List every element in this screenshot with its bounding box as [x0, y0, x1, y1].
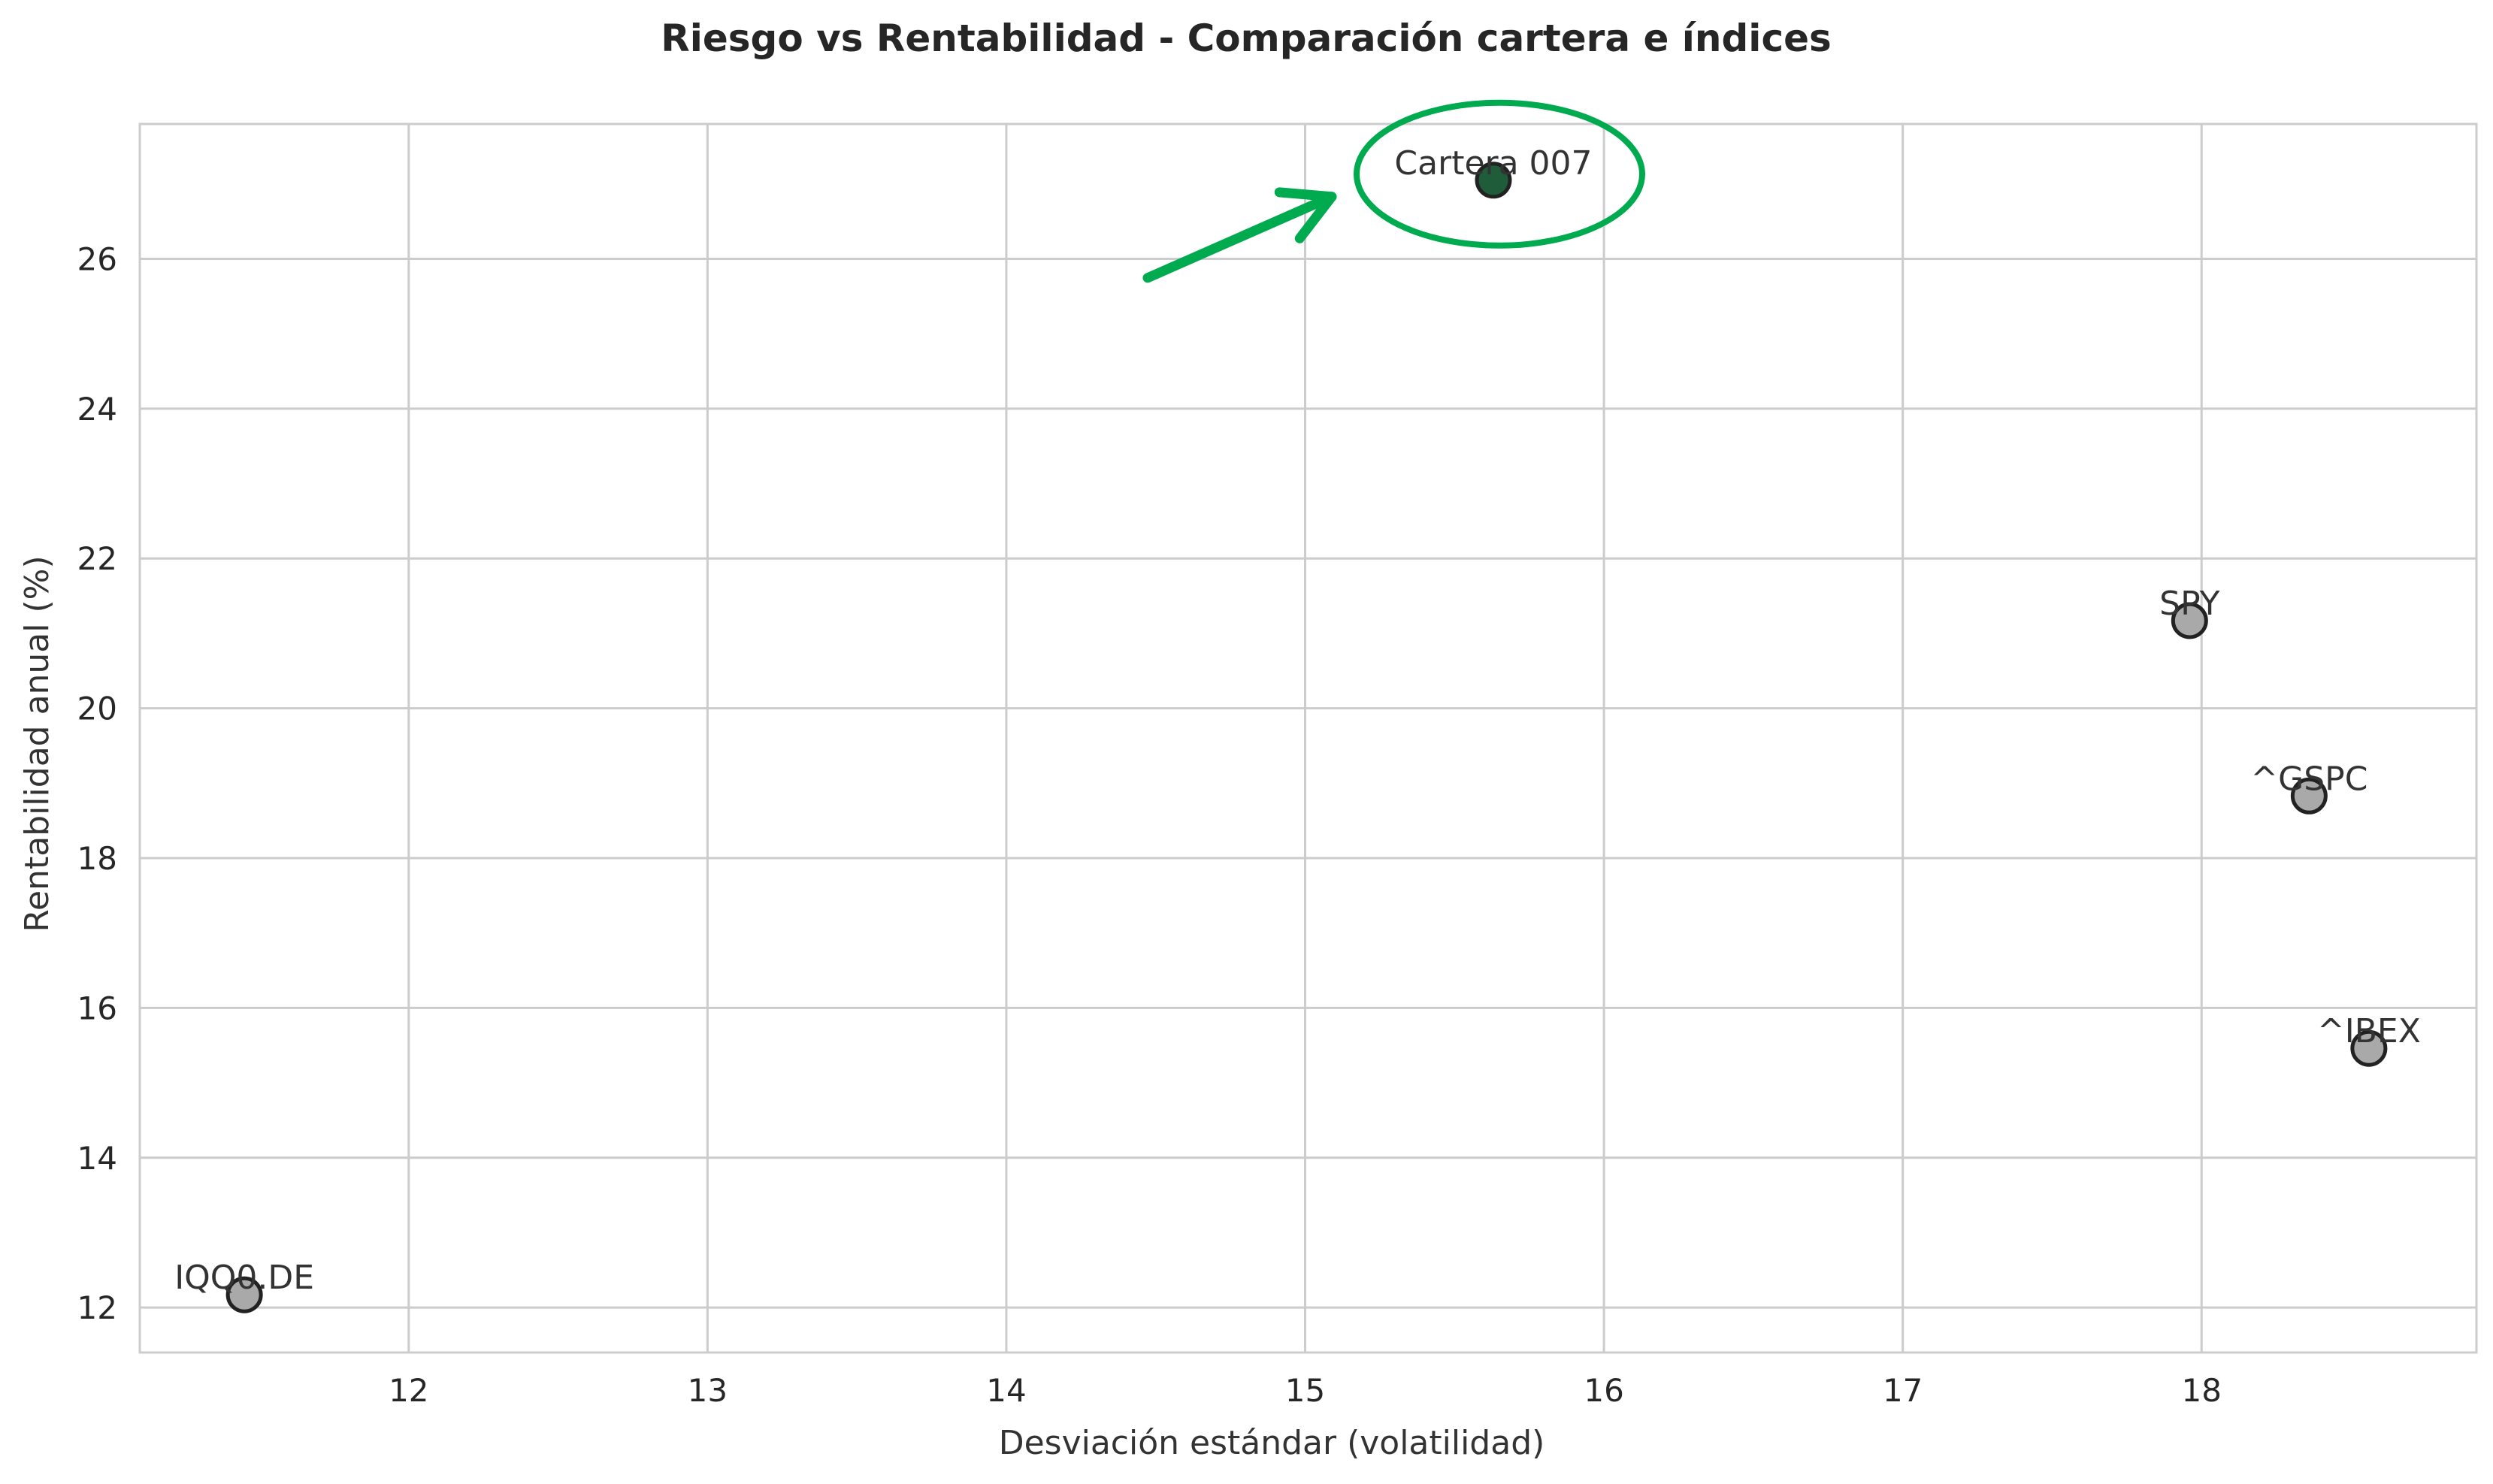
y-tick-label: 12: [77, 1289, 117, 1326]
point-label: IQQ0.DE: [174, 1259, 314, 1297]
y-tick-label: 24: [77, 391, 117, 428]
point-label: ^GSPC: [2250, 760, 2367, 798]
x-tick-label: 17: [1883, 1372, 1923, 1409]
point-label: SPY: [2159, 585, 2219, 623]
y-tick-label: 16: [77, 990, 117, 1026]
x-tick-label: 16: [1584, 1372, 1623, 1409]
point-label: Cartera 007: [1394, 144, 1592, 183]
x-tick-label: 14: [986, 1372, 1026, 1409]
y-tick-label: 18: [77, 840, 117, 877]
y-axis-ticks: 12 14 16 18 20 22 24 26: [77, 240, 117, 1326]
data-points: Cartera 007 SPY ^GSPC ^IBEX IQQ0.DE: [174, 144, 2421, 1313]
chart-title: Riesgo vs Rentabilidad - Comparación car…: [661, 17, 1832, 60]
y-tick-label: 22: [77, 540, 117, 577]
point-label: ^IBEX: [2317, 1012, 2421, 1050]
highlight-ellipse: [1353, 99, 1645, 249]
arrow-shaft: [1142, 192, 1337, 283]
x-tick-label: 18: [2182, 1372, 2222, 1409]
plot-frame: [138, 122, 2478, 1354]
x-axis-label: Desviación estándar (volatilidad): [999, 1424, 1545, 1462]
data-point: [1475, 162, 1512, 199]
data-point: [2290, 777, 2328, 815]
y-tick-label: 26: [77, 240, 117, 277]
data-point: [2171, 602, 2208, 639]
x-tick-label: 13: [688, 1372, 728, 1409]
y-tick-label: 20: [77, 691, 117, 727]
y-tick-label: 14: [77, 1140, 117, 1177]
x-axis-ticks: 12 13 14 15 16 17 18: [389, 1372, 2222, 1409]
highlight-annotation: [1142, 99, 1645, 283]
x-tick-label: 15: [1285, 1372, 1325, 1409]
data-point: [225, 1276, 263, 1313]
data-point: [2350, 1029, 2388, 1067]
arrow-head: [1274, 187, 1337, 243]
grid: [140, 124, 2476, 1353]
x-tick-label: 12: [389, 1372, 428, 1409]
y-axis-label: Rentabilidad anual (%): [18, 555, 56, 932]
